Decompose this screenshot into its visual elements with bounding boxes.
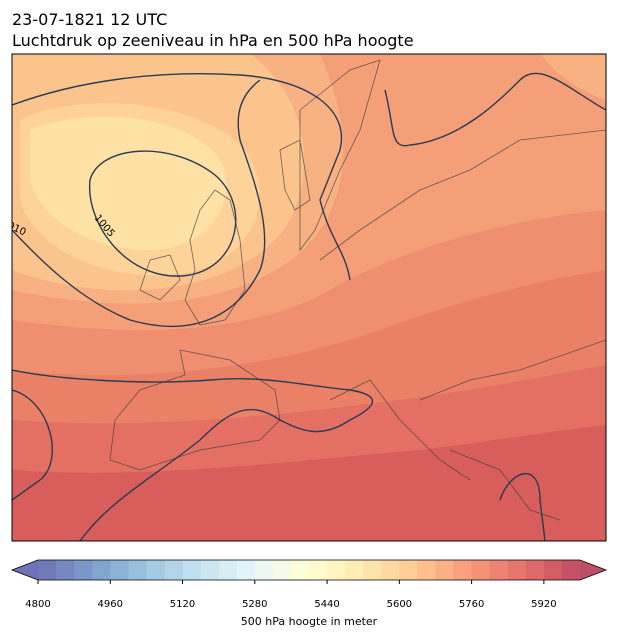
colorbar-bin <box>507 560 527 580</box>
colorbar-bin <box>345 560 364 580</box>
colorbar-bin <box>146 560 165 580</box>
isobar <box>12 369 373 541</box>
colorbar-tick-label: 4800 <box>25 599 50 610</box>
map-frame <box>11 53 607 542</box>
colorbar-bin <box>110 560 129 580</box>
colorbar-bin <box>38 560 57 580</box>
colorbar-bin <box>381 560 400 580</box>
colorbar-bin <box>56 560 75 580</box>
colorbar-bin <box>543 560 563 580</box>
colorbar-bin <box>182 560 202 580</box>
isobar <box>88 150 237 277</box>
colorbar-bin <box>561 560 581 580</box>
colorbar-label: 500 hPa hoogte in meter <box>241 615 378 628</box>
colorbar-tick-label: 5120 <box>170 599 195 610</box>
colorbar-bin <box>236 560 256 580</box>
colorbar-bin <box>74 560 93 580</box>
colorbar-bin <box>92 560 111 580</box>
colorbar-bin <box>417 560 436 580</box>
colorbar-bin <box>363 560 382 580</box>
colorbar-bin <box>525 560 545 580</box>
band <box>30 116 227 250</box>
colorbar: 4800 4960 5120 5280 5440 5600 5760 5920 500 hPa … <box>10 559 608 628</box>
colorbar-tick-label: 5440 <box>314 599 339 610</box>
title: 23-07-1821 12 UTC <box>12 10 167 29</box>
colorbar-tick-label: 4960 <box>98 599 123 610</box>
isobar <box>499 472 546 541</box>
isobar <box>12 389 53 501</box>
subtitle: Luchtdruk op zeeniveau in hPa en 500 hPa… <box>12 31 414 50</box>
colorbar-extend <box>580 560 606 580</box>
colorbar-bin <box>164 560 184 580</box>
colorbar-bin <box>218 560 238 580</box>
map: 1010 1005 <box>12 54 606 541</box>
colorbar-tick-label: 5920 <box>531 599 556 610</box>
colorbar-bin <box>471 560 491 580</box>
colorbar-tick-label: 5760 <box>459 599 484 610</box>
colorbar-bin <box>200 560 220 580</box>
colorbar-bin <box>327 560 346 580</box>
isobar <box>12 72 606 281</box>
colorbar-bin <box>435 560 455 580</box>
band <box>540 54 606 100</box>
colorbar-tick-label: 5600 <box>387 599 412 610</box>
colorbar-bin <box>399 560 418 580</box>
colorbar-extend <box>12 560 38 580</box>
colorbar-bin <box>489 560 509 580</box>
colorbar-bin <box>309 560 328 580</box>
colorbar-bin <box>453 560 473 580</box>
colorbar-outline <box>10 559 608 581</box>
colorbar-bin <box>128 560 147 580</box>
colorbar-bin <box>272 560 292 580</box>
colorbar-tick-label: 5280 <box>242 599 267 610</box>
colorbar-bin <box>290 560 310 580</box>
isobar <box>12 79 266 328</box>
colorbar-bin <box>254 560 274 580</box>
